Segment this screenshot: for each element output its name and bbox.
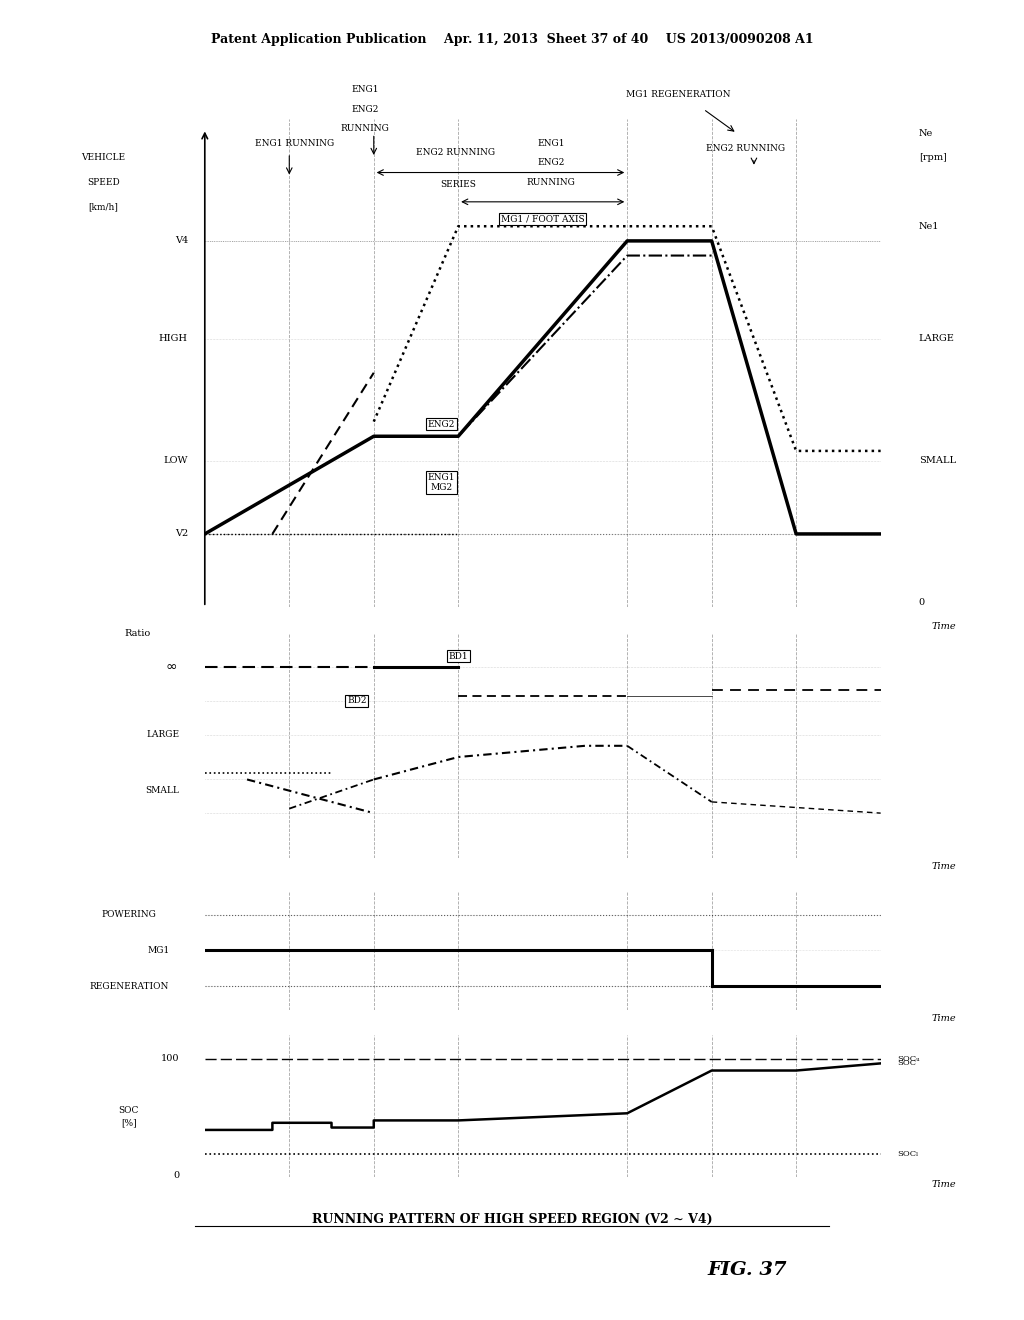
Text: Ne1: Ne1 [919, 222, 939, 231]
Text: Patent Application Publication    Apr. 11, 2013  Sheet 37 of 40    US 2013/00902: Patent Application Publication Apr. 11, … [211, 33, 813, 46]
Text: Time: Time [932, 1014, 956, 1023]
Text: 0: 0 [173, 1171, 179, 1180]
Text: MG1 / FOOT AXIS: MG1 / FOOT AXIS [501, 214, 585, 223]
Text: SOC: SOC [897, 1060, 916, 1068]
Text: POWERING: POWERING [101, 911, 157, 919]
Text: [%]: [%] [121, 1118, 136, 1127]
Text: RUNNING PATTERN OF HIGH SPEED REGION (V2 ~ V4): RUNNING PATTERN OF HIGH SPEED REGION (V2… [311, 1213, 713, 1226]
Text: Ratio: Ratio [124, 630, 151, 638]
Text: RUNNING: RUNNING [341, 124, 390, 133]
Text: V2: V2 [175, 529, 188, 539]
Text: Time: Time [932, 1180, 956, 1189]
Text: SOCᵤ: SOCᵤ [897, 1055, 921, 1063]
Text: Ne: Ne [919, 129, 933, 139]
Text: LARGE: LARGE [146, 730, 179, 739]
Text: SOCₗ: SOCₗ [897, 1150, 919, 1158]
Text: ENG1: ENG1 [538, 139, 565, 148]
Text: Time: Time [932, 862, 956, 871]
Text: SERIES: SERIES [440, 181, 476, 189]
Text: MG1 REGENERATION: MG1 REGENERATION [626, 90, 730, 99]
Text: VEHICLE: VEHICLE [81, 153, 126, 162]
Text: SOC: SOC [119, 1106, 139, 1115]
Text: FIG. 37: FIG. 37 [708, 1261, 787, 1279]
Text: [km/h]: [km/h] [88, 202, 119, 211]
Text: ENG2: ENG2 [428, 420, 455, 429]
Text: ENG2 RUNNING: ENG2 RUNNING [706, 144, 785, 153]
Text: MG1: MG1 [147, 946, 169, 954]
Text: SPEED: SPEED [87, 178, 120, 187]
Text: ENG2 RUNNING: ENG2 RUNNING [416, 148, 496, 157]
Text: ENG2: ENG2 [538, 158, 565, 168]
Text: ∞: ∞ [165, 660, 177, 675]
Text: LOW: LOW [164, 457, 188, 465]
Text: ENG1
MG2: ENG1 MG2 [428, 473, 455, 492]
Text: V4: V4 [175, 236, 188, 246]
Text: RUNNING: RUNNING [526, 178, 575, 187]
Text: ENG2: ENG2 [351, 104, 379, 114]
Text: ENG1: ENG1 [351, 84, 379, 94]
Text: REGENERATION: REGENERATION [89, 982, 169, 990]
Text: HIGH: HIGH [159, 334, 188, 343]
Text: 100: 100 [161, 1055, 179, 1063]
Text: [rpm]: [rpm] [919, 153, 946, 162]
Text: LARGE: LARGE [919, 334, 954, 343]
Text: BD2: BD2 [347, 697, 367, 705]
Text: Time: Time [932, 622, 956, 631]
Text: SMALL: SMALL [145, 787, 179, 795]
Text: BD1: BD1 [449, 652, 468, 660]
Text: 0: 0 [919, 598, 925, 607]
Text: SMALL: SMALL [919, 457, 955, 465]
Text: ENG1 RUNNING: ENG1 RUNNING [256, 139, 335, 148]
